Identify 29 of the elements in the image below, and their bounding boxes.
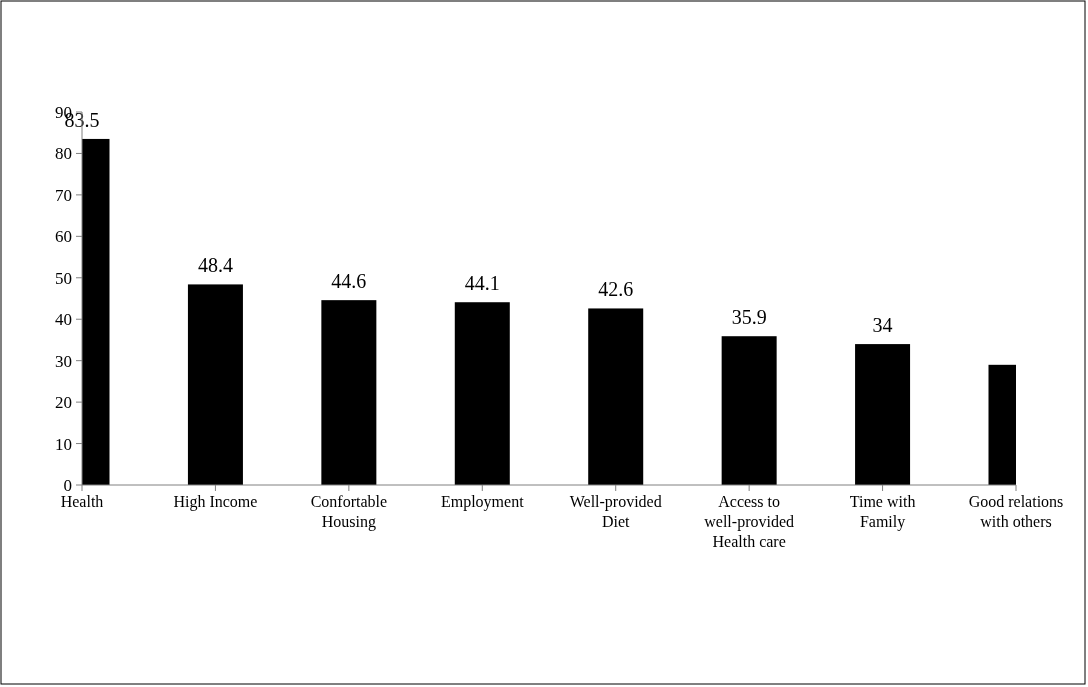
x-tick-label: Confortable Housing	[310, 493, 388, 531]
x-tick-label: Well-provided Diet	[569, 493, 662, 530]
y-tick-label: 50	[55, 268, 72, 288]
bar	[454, 302, 510, 485]
bar	[187, 284, 243, 485]
y-tick-label: 60	[55, 227, 72, 247]
data-label: 44.6	[331, 270, 367, 293]
bar	[321, 300, 377, 485]
x-tick-label: Employment	[440, 493, 525, 511]
x-tick-label: Access to well-provided Health care	[704, 493, 795, 550]
bar	[855, 344, 911, 485]
x-tick-label: Health	[60, 493, 104, 510]
x-tick-label: Good relations with others	[968, 493, 1064, 530]
y-tick-label: 40	[55, 310, 72, 330]
x-tick-label: Time with Family	[849, 493, 916, 531]
y-tick-label: 80	[55, 144, 72, 164]
bar	[721, 336, 777, 485]
bar	[588, 308, 644, 485]
y-tick-label: 0	[63, 475, 72, 495]
x-tick-label: High Income	[173, 493, 258, 511]
data-label: 35.9	[731, 306, 767, 329]
data-label: 42.6	[598, 278, 634, 301]
y-tick-label: 20	[55, 393, 72, 413]
y-tick-label: 10	[55, 434, 72, 454]
data-label: 34	[872, 314, 893, 337]
y-tick-label: 70	[55, 185, 72, 205]
y-tick-label: 30	[55, 351, 72, 371]
data-label: 48.4	[197, 254, 233, 277]
data-label: 44.1	[464, 272, 500, 295]
